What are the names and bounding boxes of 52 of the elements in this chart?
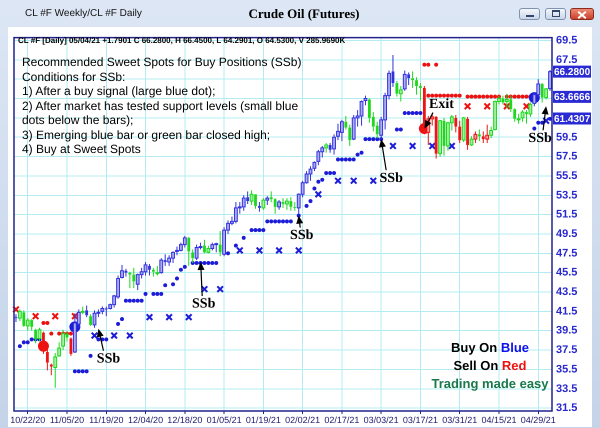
annotation: SSb: [528, 130, 552, 146]
annotation: Exit: [429, 97, 454, 112]
x-tick-label: 01/05/21: [206, 414, 242, 425]
chart-subtitle: CL #F [Daily] 05/04/21 +1.7901 C 66.2800, H 66.4500, L 64.2901, O 64.5300, V 285.9690K: [18, 36, 346, 46]
annotation: Buy On Blue: [450, 340, 529, 355]
y-tick-label: 69.5: [556, 34, 578, 47]
annotation: Sell On Red: [454, 358, 526, 373]
annotation: Conditions for SSb:: [22, 70, 126, 84]
x-tick-label: 02/17/21: [324, 414, 360, 425]
x-tick-label: 03/17/21: [402, 414, 438, 425]
x-tick-label: 03/31/21: [442, 414, 478, 425]
x-tick-label: 04/29/21: [520, 414, 556, 425]
text: CL #F Weekly/CL #F Daily: [25, 8, 142, 20]
x-tick-label: 03/03/21: [364, 414, 399, 425]
chart-title: Crude Oil (Futures): [248, 6, 360, 21]
y-tick-label: 31.5: [556, 402, 578, 414]
y-tick-label: 37.5: [556, 344, 578, 356]
annotation: SSb: [379, 170, 404, 186]
y-tick-label: 57.5: [556, 150, 578, 163]
annotation: 1) After a buy signal (large blue dot);: [22, 84, 216, 98]
y-tick-label: 43.5: [556, 286, 578, 298]
annotation: Recommended Sweet Spots for Buy Positions (SSb): [22, 55, 302, 70]
annotation: 66.2800: [554, 66, 591, 78]
annotation: 61.4307: [554, 114, 591, 125]
y-tick-label: 67.5: [556, 54, 578, 66]
annotation: SSb: [96, 351, 120, 366]
y-tick-label: 59.5: [556, 131, 578, 144]
y-tick-label: 45.5: [556, 266, 578, 279]
x-tick-label: 10/22/20: [10, 414, 46, 425]
x-tick-label: 04/15/21: [481, 414, 517, 425]
y-tick-label: 49.5: [556, 228, 578, 240]
annotation: Trading made easy: [431, 376, 549, 391]
annotation: 4) Buy at Sweet Spots: [22, 142, 142, 156]
annotation: SSb: [192, 296, 216, 312]
x-tick-label: 11/19/20: [89, 414, 124, 425]
annotation: 2) After market has tested support levels (small blue dots below the bars);: [22, 98, 300, 128]
x-tick-label: 12/18/20: [167, 414, 202, 425]
y-tick-label: 47.5: [556, 247, 578, 260]
y-tick-label: 39.5: [556, 324, 578, 337]
y-tick-label: 51.5: [556, 208, 578, 221]
y-tick-label: 35.5: [556, 363, 578, 376]
x-tick-label: 01/19/21: [246, 414, 281, 425]
annotation: 3) Emerging blue bar or green bar closed high;: [22, 128, 272, 142]
y-tick-label: 41.5: [556, 305, 578, 318]
x-tick-label: 02/02/21: [285, 414, 320, 425]
x-tick-label: 11/05/20: [50, 414, 84, 425]
x-tick-label: 12/04/20: [128, 414, 164, 425]
annotation: 63.6666: [554, 92, 591, 104]
y-tick-label: 33.5: [556, 382, 578, 395]
annotation: SSb: [290, 228, 314, 244]
y-tick-label: 55.5: [556, 170, 578, 182]
y-tick-label: 53.5: [556, 189, 578, 202]
